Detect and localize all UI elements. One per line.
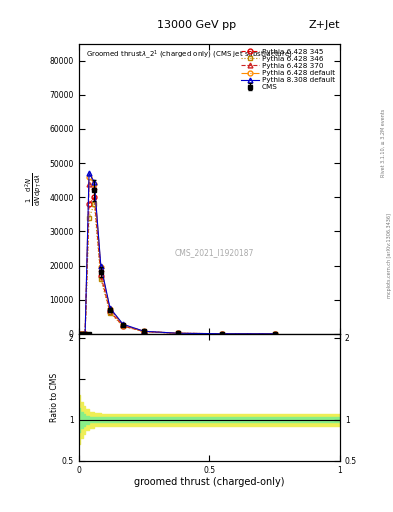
- Line: Pythia 6.428 default: Pythia 6.428 default: [77, 174, 277, 336]
- Pythia 6.428 370: [220, 331, 225, 337]
- Pythia 6.428 346: [77, 331, 82, 337]
- Pythia 6.428 346: [220, 331, 225, 337]
- Pythia 8.308 default: [83, 331, 88, 337]
- Pythia 6.428 default: [77, 331, 82, 337]
- Pythia 6.428 345: [99, 273, 103, 279]
- Line: Pythia 6.428 345: Pythia 6.428 345: [77, 195, 277, 336]
- Pythia 6.428 346: [141, 329, 146, 335]
- Pythia 6.428 370: [141, 328, 146, 334]
- Pythia 6.428 346: [108, 310, 112, 316]
- Pythia 8.308 default: [176, 330, 180, 336]
- Pythia 8.308 default: [99, 263, 103, 269]
- Line: Pythia 8.308 default: Pythia 8.308 default: [77, 171, 277, 336]
- Pythia 8.308 default: [77, 331, 82, 337]
- Pythia 8.308 default: [272, 331, 277, 337]
- Pythia 8.308 default: [87, 170, 92, 176]
- Pythia 6.428 346: [83, 331, 88, 337]
- Pythia 6.428 default: [176, 330, 180, 336]
- Pythia 8.308 default: [220, 331, 225, 337]
- Pythia 6.428 370: [108, 306, 112, 312]
- Pythia 6.428 345: [176, 330, 180, 336]
- Y-axis label: $\frac{1}{\mathrm{d}N}\frac{\mathrm{d}^2N}{\mathrm{d}p_T\,\mathrm{d}\lambda}$: $\frac{1}{\mathrm{d}N}\frac{\mathrm{d}^2…: [23, 172, 44, 206]
- Line: Pythia 6.428 370: Pythia 6.428 370: [77, 181, 277, 336]
- Pythia 6.428 345: [220, 331, 225, 337]
- Pythia 6.428 default: [272, 331, 277, 337]
- Pythia 6.428 370: [121, 322, 125, 328]
- Line: Pythia 6.428 346: Pythia 6.428 346: [77, 202, 277, 336]
- Pythia 6.428 370: [77, 331, 82, 337]
- Pythia 6.428 default: [141, 328, 146, 334]
- Pythia 6.428 default: [121, 322, 125, 328]
- Pythia 6.428 345: [92, 194, 97, 200]
- Y-axis label: Ratio to CMS: Ratio to CMS: [50, 373, 59, 422]
- Legend: Pythia 6.428 345, Pythia 6.428 346, Pythia 6.428 370, Pythia 6.428 default, Pyth: Pythia 6.428 345, Pythia 6.428 346, Pyth…: [239, 47, 336, 92]
- Pythia 8.308 default: [108, 305, 112, 311]
- Pythia 6.428 default: [87, 174, 92, 180]
- Pythia 6.428 370: [87, 180, 92, 186]
- Pythia 6.428 345: [141, 329, 146, 335]
- Text: mcplots.cern.ch [arXiv:1306.3436]: mcplots.cern.ch [arXiv:1306.3436]: [387, 214, 391, 298]
- Pythia 6.428 370: [272, 331, 277, 337]
- Pythia 6.428 370: [176, 330, 180, 336]
- Text: Z+Jet: Z+Jet: [309, 19, 340, 30]
- Pythia 6.428 345: [77, 331, 82, 337]
- X-axis label: groomed thrust (charged-only): groomed thrust (charged-only): [134, 477, 285, 487]
- Pythia 6.428 370: [99, 266, 103, 272]
- Pythia 6.428 345: [108, 309, 112, 315]
- Pythia 6.428 345: [83, 331, 88, 337]
- Pythia 8.308 default: [92, 179, 97, 185]
- Pythia 6.428 346: [80, 331, 85, 337]
- Pythia 6.428 346: [87, 215, 92, 221]
- Pythia 6.428 370: [83, 331, 88, 337]
- Pythia 6.428 default: [99, 264, 103, 270]
- Text: Groomed thrust$\lambda\_2^1$ (charged only) (CMS jet substructure): Groomed thrust$\lambda\_2^1$ (charged on…: [86, 48, 293, 61]
- Pythia 6.428 370: [80, 331, 85, 337]
- Pythia 8.308 default: [80, 331, 85, 337]
- Pythia 8.308 default: [121, 321, 125, 327]
- Pythia 6.428 345: [80, 331, 85, 337]
- Pythia 6.428 345: [87, 201, 92, 207]
- Pythia 6.428 346: [92, 201, 97, 207]
- Text: Rivet 3.1.10, ≥ 3.2M events: Rivet 3.1.10, ≥ 3.2M events: [381, 109, 386, 178]
- Pythia 6.428 default: [83, 331, 88, 337]
- Pythia 6.428 346: [176, 330, 180, 336]
- Pythia 6.428 default: [108, 306, 112, 312]
- Pythia 6.428 346: [99, 276, 103, 282]
- Text: CMS_2021_I1920187: CMS_2021_I1920187: [175, 248, 254, 257]
- Pythia 6.428 default: [220, 331, 225, 337]
- Pythia 8.308 default: [141, 328, 146, 334]
- Pythia 6.428 345: [272, 331, 277, 337]
- Pythia 6.428 346: [272, 331, 277, 337]
- Pythia 6.428 default: [92, 180, 97, 186]
- Pythia 6.428 default: [80, 331, 85, 337]
- Text: 13000 GeV pp: 13000 GeV pp: [157, 19, 236, 30]
- Pythia 6.428 370: [92, 184, 97, 190]
- Pythia 6.428 345: [121, 323, 125, 329]
- Pythia 6.428 346: [121, 323, 125, 329]
